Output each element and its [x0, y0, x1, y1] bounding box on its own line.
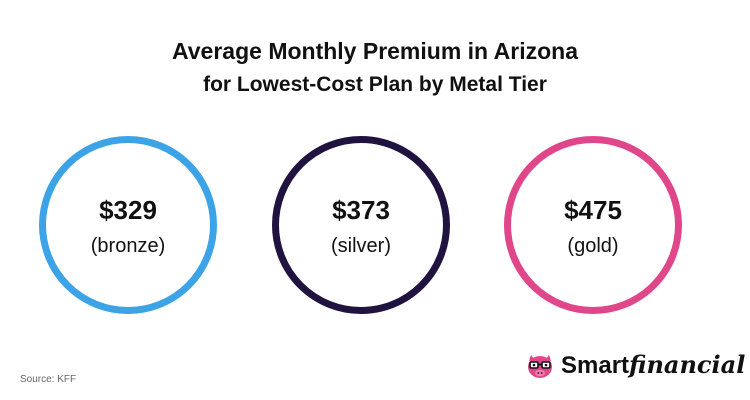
chart-title: Average Monthly Premium in Arizona for L… [0, 36, 750, 100]
logo-word-financial: financial [629, 350, 746, 379]
logo-word-smart: Smart [561, 352, 630, 379]
bronze-tier-circle: $329 (bronze) [39, 136, 217, 314]
gold-premium-value: $475 [564, 195, 622, 225]
logo-wordmark: Smartfinancial [561, 350, 745, 381]
bronze-premium-value: $329 [99, 195, 157, 225]
source-note: Source: KFF [20, 374, 77, 385]
silver-premium-value: $373 [332, 195, 390, 225]
title-line-2: for Lowest-Cost Plan by Metal Tier [203, 73, 547, 96]
title-line-1: Average Monthly Premium in Arizona [172, 38, 578, 64]
gold-tier-circle: $475 (gold) [504, 136, 682, 314]
bronze-tier-label: (bronze) [90, 235, 166, 257]
smartfinancial-logo: Smartfinancial [525, 350, 745, 381]
piggy-bank-glasses-icon [528, 354, 552, 378]
silver-tier-label: (silver) [331, 235, 391, 257]
gold-tier-label: (gold) [567, 235, 619, 257]
silver-tier-circle: $373 (silver) [272, 136, 450, 314]
